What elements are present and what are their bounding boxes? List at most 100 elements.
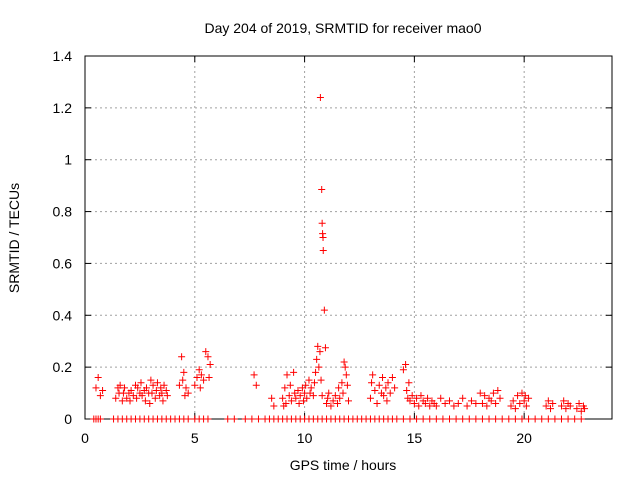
data-point <box>562 405 570 413</box>
data-point <box>121 384 129 392</box>
data-point <box>391 384 399 392</box>
data-point <box>314 342 322 350</box>
data-point <box>413 415 421 423</box>
data-point <box>149 381 157 389</box>
data-point <box>296 392 304 400</box>
data-point <box>557 415 565 423</box>
data-point <box>254 415 262 423</box>
data-point <box>146 399 154 407</box>
data-point <box>193 374 201 382</box>
data-point <box>343 381 351 389</box>
data-point <box>452 415 460 423</box>
data-point <box>118 397 126 405</box>
data-point <box>487 397 495 405</box>
data-point <box>432 415 440 423</box>
data-point <box>560 397 568 405</box>
data-point <box>163 392 171 400</box>
data-point <box>393 415 401 423</box>
data-point <box>252 381 260 389</box>
data-point <box>315 363 323 371</box>
data-point <box>241 415 249 423</box>
data-point <box>127 386 135 394</box>
data-point <box>544 397 552 405</box>
data-point <box>511 415 519 423</box>
data-point <box>507 402 515 410</box>
data-point <box>446 415 454 423</box>
data-point <box>191 381 199 389</box>
data-point <box>133 394 141 402</box>
data-point <box>481 392 489 400</box>
data-point <box>531 415 539 423</box>
data-point <box>151 394 159 402</box>
data-point <box>307 384 315 392</box>
data-point <box>320 306 328 314</box>
data-point <box>341 363 349 371</box>
data-point <box>403 386 411 394</box>
data-point <box>467 397 475 405</box>
data-point <box>248 415 256 423</box>
data-point <box>454 399 462 407</box>
data-point <box>230 415 238 423</box>
data-point <box>317 376 325 384</box>
data-point <box>406 415 414 423</box>
data-point <box>386 389 394 397</box>
data-point <box>116 381 124 389</box>
y-axis: 0 0.2 0.4 0.6 0.8 1 1.2 1.4 <box>53 48 612 427</box>
data-point <box>92 384 100 392</box>
data-point <box>112 394 120 402</box>
data-point <box>522 402 530 410</box>
data-point <box>472 415 480 423</box>
data-point <box>180 368 188 376</box>
data-point <box>303 394 311 402</box>
data-point <box>99 386 107 394</box>
data-point <box>268 394 276 402</box>
data-point <box>184 415 192 423</box>
data-point <box>426 402 434 410</box>
data-point <box>399 415 407 423</box>
data-point <box>318 392 326 400</box>
data-point <box>384 379 392 387</box>
data-point <box>313 355 321 363</box>
data-point <box>410 399 418 407</box>
data-point <box>196 384 204 392</box>
data-point <box>142 384 150 392</box>
data-point <box>538 415 546 423</box>
data-point <box>283 371 291 379</box>
data-point <box>492 399 500 407</box>
data-point <box>162 386 170 394</box>
data-point <box>575 399 583 407</box>
data-point <box>577 415 585 423</box>
y-tick-label: 1.4 <box>53 48 73 64</box>
data-point <box>96 415 104 423</box>
data-point <box>446 397 454 405</box>
data-point <box>421 399 429 407</box>
data-point <box>96 392 104 400</box>
data-point <box>426 415 434 423</box>
data-point <box>388 374 396 382</box>
data-point <box>160 381 168 389</box>
data-point <box>250 371 258 379</box>
data-point <box>202 348 210 356</box>
data-point <box>340 358 348 366</box>
data-point <box>329 397 337 405</box>
data-point <box>316 348 324 356</box>
data-point <box>175 381 183 389</box>
data-point <box>478 399 486 407</box>
data-point <box>402 361 410 369</box>
data-point <box>465 415 473 423</box>
data-point <box>542 402 550 410</box>
x-tick-label: 5 <box>191 430 199 446</box>
data-point <box>184 389 192 397</box>
data-point <box>547 405 555 413</box>
data-point <box>134 384 142 392</box>
data-point <box>369 371 377 379</box>
data-point <box>571 415 579 423</box>
x-tick-label: 20 <box>516 430 532 446</box>
data-point <box>285 392 293 400</box>
data-point <box>516 399 524 407</box>
data-point <box>424 394 432 402</box>
data-point <box>382 384 390 392</box>
chart-title: Day 204 of 2019, SRMTID for receiver mao… <box>204 20 481 36</box>
data-point <box>197 371 205 379</box>
